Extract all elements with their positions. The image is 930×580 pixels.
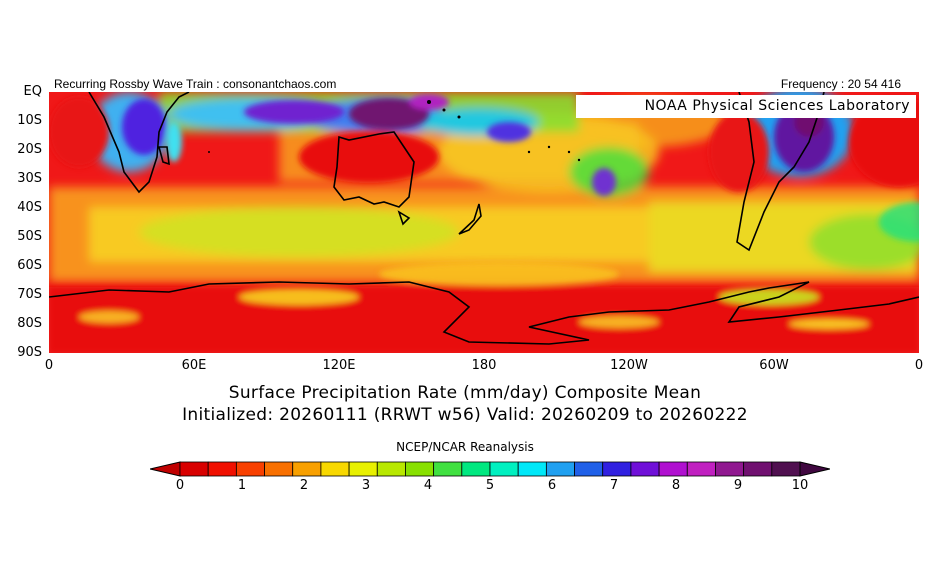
header-frequency-text: Frequency : 20 54 416 — [780, 77, 901, 91]
longitude-label: 120E — [322, 358, 356, 373]
longitude-label: 60E — [181, 358, 207, 373]
colorbar-label: 9 — [733, 478, 743, 493]
colorbar-swatch — [207, 461, 237, 477]
colorbar-label: 10 — [791, 478, 809, 493]
new-zealand-coastline — [458, 203, 482, 235]
longitude-label: 0 — [914, 358, 924, 373]
colorbar-swatch — [686, 461, 716, 477]
colorbar-swatch — [658, 461, 688, 477]
map-title: Surface Precipitation Rate (mm/day) Comp… — [228, 383, 702, 403]
colorbar-label: 8 — [671, 478, 681, 493]
south-america-coastline — [736, 92, 825, 252]
colorbar-swatch — [630, 461, 660, 477]
coastlines — [49, 92, 919, 345]
longitude-label: 0 — [44, 358, 54, 373]
colorbar-over-arrow — [799, 461, 830, 477]
africa-coastline — [88, 92, 190, 194]
colorbar-swatch — [771, 461, 801, 477]
colorbar-label: 4 — [423, 478, 433, 493]
tasmania-coastline — [397, 210, 411, 226]
madagascar-coastline — [157, 146, 170, 166]
colorbar-label: 6 — [547, 478, 557, 493]
colorbar-label: 3 — [361, 478, 371, 493]
latitude-label: 90S — [17, 345, 42, 360]
colorbar-swatch — [715, 461, 745, 477]
colorbar-swatch — [743, 461, 773, 477]
pacific-islands — [208, 100, 581, 162]
longitude-label: 120W — [610, 358, 648, 373]
latitude-label: 10S — [17, 113, 42, 128]
colorbar-label: 7 — [609, 478, 619, 493]
colorbar-swatch — [235, 461, 265, 477]
australia-coastline — [333, 131, 415, 208]
latitude-label: 30S — [17, 171, 42, 186]
colorbar-under-arrow — [150, 461, 181, 477]
colorbar-swatch — [517, 461, 547, 477]
colorbar-swatch — [602, 461, 632, 477]
colorbar-label: 0 — [175, 478, 185, 493]
colorbar-swatch — [292, 461, 322, 477]
colorbar-label: 2 — [299, 478, 309, 493]
colorbar-swatch — [348, 461, 378, 477]
lab-badge: NOAA Physical Sciences Laboratory — [576, 95, 916, 118]
latitude-label: 20S — [17, 142, 42, 157]
latitude-label: 50S — [17, 229, 42, 244]
header-left-text: Recurring Rossby Wave Train : consonantc… — [54, 77, 337, 91]
latitude-label: EQ — [23, 84, 42, 99]
latitude-label: 40S — [17, 200, 42, 215]
precipitation-map — [49, 92, 919, 353]
colorbar-swatch — [376, 461, 406, 477]
map-subtitle: Initialized: 20260111 (RRWT w56) Valid: … — [182, 405, 748, 425]
colorbar-swatch — [433, 461, 463, 477]
longitude-label: 180 — [471, 358, 497, 373]
colorbar-swatch — [320, 461, 350, 477]
colorbar-swatch — [574, 461, 604, 477]
colorbar-swatch — [545, 461, 575, 477]
colorbar-swatch — [461, 461, 491, 477]
latitude-label: 70S — [17, 287, 42, 302]
antarctica-coastline — [49, 281, 919, 345]
colorbar-swatch — [179, 461, 209, 477]
colorbar — [150, 461, 830, 477]
colorbar-label: 5 — [485, 478, 495, 493]
data-source-label: NCEP/NCAR Reanalysis — [396, 440, 534, 454]
colorbar-swatch — [264, 461, 294, 477]
colorbar-label: 1 — [237, 478, 247, 493]
map-canvas — [49, 92, 919, 353]
latitude-label: 80S — [17, 316, 42, 331]
colorbar-swatch — [489, 461, 519, 477]
latitude-label: 60S — [17, 258, 42, 273]
colorbar-swatch — [405, 461, 435, 477]
longitude-label: 60W — [759, 358, 789, 373]
